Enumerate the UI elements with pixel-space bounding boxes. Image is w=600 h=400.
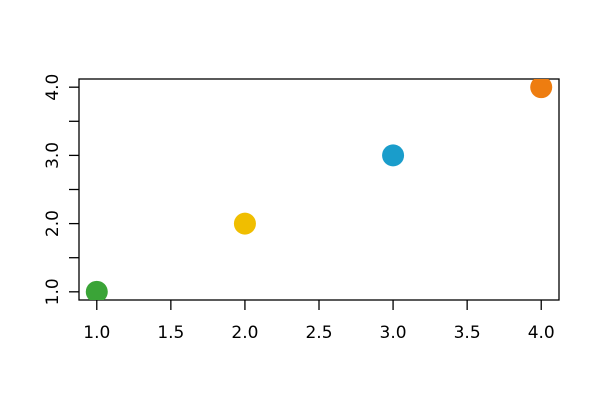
data-point [530, 79, 553, 99]
x-tick-label: 1.0 [83, 323, 110, 343]
x-tick-label: 3.5 [454, 323, 481, 343]
y-tick-label: 4.0 [43, 74, 63, 101]
y-axis: 1.0 2.0 3.0 4.0 [43, 74, 79, 305]
points-layer [85, 79, 553, 300]
plot-box [78, 78, 560, 301]
data-point [233, 212, 256, 235]
x-tick-label: 2.5 [305, 323, 332, 343]
x-axis: 1.0 1.5 2.0 2.5 3.0 3.5 4.0 [83, 300, 555, 343]
x-tick-label: 2.0 [231, 323, 258, 343]
data-point [382, 144, 405, 167]
data-point [85, 280, 108, 300]
x-tick-label: 3.0 [380, 323, 407, 343]
x-tick-label: 1.5 [157, 323, 184, 343]
y-tick-label: 1.0 [43, 278, 63, 305]
x-tick-label: 4.0 [528, 323, 555, 343]
y-tick-label: 2.0 [43, 210, 63, 237]
y-tick-label: 3.0 [43, 142, 63, 169]
